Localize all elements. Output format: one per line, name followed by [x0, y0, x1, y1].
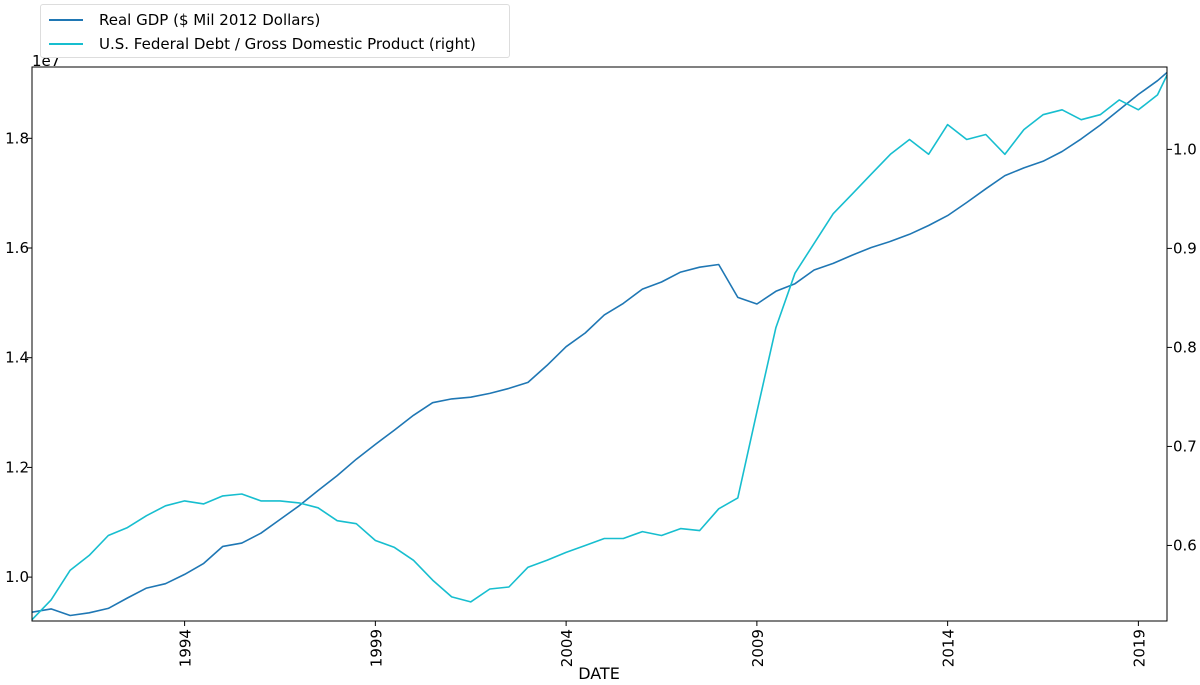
legend-swatch-federal-debt	[49, 43, 83, 45]
x-tick-label: 2014	[940, 629, 958, 667]
left-tick-label: 1.2	[5, 458, 29, 476]
legend-swatch-real-gdp	[49, 19, 83, 21]
legend-item-real-gdp: Real GDP ($ Mil 2012 Dollars)	[49, 9, 320, 31]
legend: Real GDP ($ Mil 2012 Dollars) U.S. Feder…	[40, 4, 510, 58]
left-axis-ticks: 1.0 1.2 1.4 1.6 1.8	[5, 129, 32, 586]
right-tick-label: 0.6	[1173, 536, 1197, 554]
right-tick-label: 0.9	[1173, 239, 1197, 257]
series-line-real-gdp	[31, 71, 1168, 617]
right-axis-ticks: 0.6 0.7 0.8 0.9 1.0	[1167, 140, 1197, 554]
x-axis-ticks: 1994 1999 2004 2009 2014 2019	[177, 621, 1148, 667]
series-layer	[31, 71, 1168, 621]
legend-label-real-gdp: Real GDP ($ Mil 2012 Dollars)	[99, 11, 321, 29]
x-tick-label: 2009	[749, 629, 767, 667]
plot-area	[32, 67, 1167, 621]
series-line-federal-debt	[31, 74, 1168, 621]
legend-label-federal-debt: U.S. Federal Debt / Gross Domestic Produ…	[99, 35, 476, 53]
right-tick-label: 1.0	[1173, 140, 1197, 158]
left-tick-label: 1.4	[5, 349, 29, 367]
x-tick-label: 1999	[367, 629, 385, 667]
left-tick-label: 1.6	[5, 239, 29, 257]
legend-item-federal-debt: U.S. Federal Debt / Gross Domestic Produ…	[49, 33, 476, 55]
x-axis-label: DATE	[578, 664, 620, 683]
left-tick-label: 1.0	[5, 568, 29, 586]
left-tick-label: 1.8	[5, 129, 29, 147]
x-tick-label: 2019	[1130, 629, 1148, 667]
right-tick-label: 0.8	[1173, 338, 1197, 356]
right-tick-label: 0.7	[1173, 437, 1197, 455]
plot-frame	[31, 66, 1168, 622]
x-tick-label: 1994	[177, 629, 195, 667]
x-tick-label: 2004	[558, 629, 576, 667]
